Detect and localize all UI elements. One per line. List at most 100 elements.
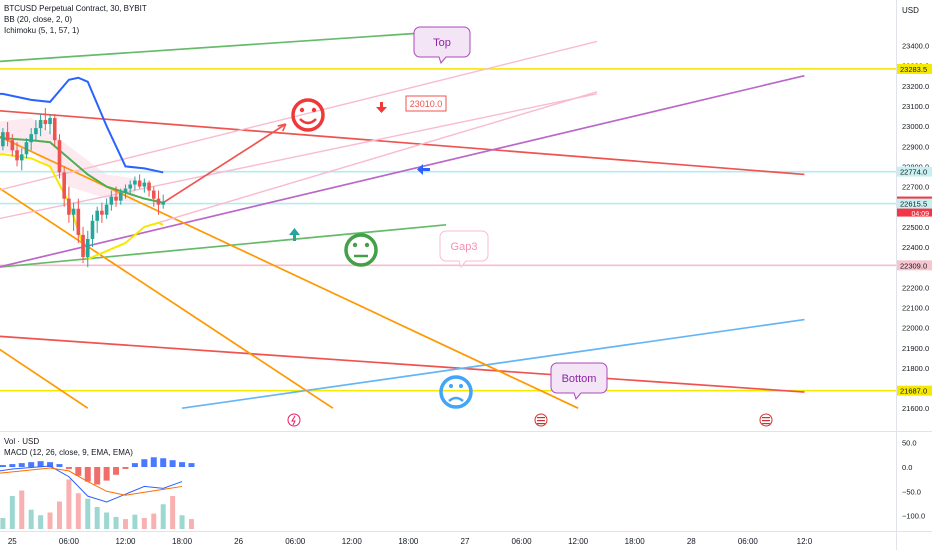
price-tick: 22900.0 bbox=[902, 142, 929, 151]
legend-ichimoku[interactable]: Ichimoku (5, 1, 57, 1) bbox=[4, 26, 80, 35]
up-arrow-icon bbox=[289, 228, 300, 241]
price-tick: 21900.0 bbox=[902, 344, 929, 353]
macd-pane[interactable] bbox=[0, 433, 896, 531]
time-tick: 06:00 bbox=[285, 537, 306, 546]
volume-bar bbox=[188, 519, 194, 529]
time-tick: 06:00 bbox=[738, 537, 759, 546]
price-tick: 22500.0 bbox=[902, 223, 929, 232]
purple-trend bbox=[0, 74, 805, 268]
candle-body bbox=[104, 204, 109, 215]
candles bbox=[1, 107, 165, 268]
candle-body bbox=[34, 128, 38, 135]
callout-top[interactable]: Top bbox=[413, 26, 471, 65]
time-tick: 27 bbox=[461, 537, 470, 546]
candle-body bbox=[5, 132, 10, 141]
time-tick: 06:00 bbox=[59, 537, 80, 546]
callout-gap3[interactable]: Gap3 bbox=[439, 230, 489, 269]
candle-body bbox=[71, 208, 76, 215]
green-channel-upper bbox=[0, 30, 447, 63]
candle-body bbox=[151, 190, 156, 199]
macd-bar bbox=[84, 467, 91, 482]
lower-legend: Vol · USD MACD (12, 26, close, 9, EMA, E… bbox=[4, 436, 133, 458]
orange-diag-1 bbox=[0, 187, 334, 409]
macd-bar bbox=[9, 464, 16, 467]
macd-bar bbox=[160, 458, 167, 467]
volume-bar bbox=[66, 479, 72, 529]
time-tick: 28 bbox=[687, 537, 696, 546]
volume-bar bbox=[141, 518, 147, 529]
volume-bar bbox=[104, 512, 110, 529]
time-axis[interactable]: 18:00 25 06:00 12:00 18:00 26 06:00 12:00 18:00 2… bbox=[0, 537, 813, 546]
pink-trend-2 bbox=[0, 93, 598, 220]
chart-legend: BTCUSD Perpetual Contract, 30, BYBIT BB … bbox=[4, 3, 147, 36]
volume-bar bbox=[38, 515, 44, 529]
projection-arrow bbox=[162, 123, 287, 204]
macd-histogram bbox=[0, 457, 195, 485]
down-arrow-icon bbox=[376, 102, 387, 113]
flag-us-icon[interactable] bbox=[534, 413, 548, 427]
volume-bar bbox=[47, 512, 53, 529]
time-tick: 18:00 bbox=[398, 537, 419, 546]
ichimoku-cloud bbox=[0, 118, 135, 203]
macd-bar bbox=[122, 467, 129, 469]
macd-bar bbox=[179, 462, 186, 467]
candle-body bbox=[142, 182, 147, 187]
trend-lines[interactable] bbox=[0, 30, 805, 410]
price-label-text: 22774.0 bbox=[900, 168, 927, 177]
candle-body bbox=[1, 132, 5, 147]
candle-body bbox=[48, 118, 52, 125]
macd-bar bbox=[150, 457, 157, 467]
candle-body bbox=[10, 140, 15, 151]
legend-volume[interactable]: Vol · USD bbox=[4, 437, 40, 446]
legend-symbol[interactable]: BTCUSD Perpetual Contract, 30, BYBIT bbox=[4, 4, 147, 13]
macd-bar bbox=[18, 463, 25, 467]
flag-us-icon-2[interactable] bbox=[759, 413, 773, 427]
candle-body bbox=[29, 134, 33, 143]
price-tick: 23200.0 bbox=[902, 82, 929, 91]
macd-bar bbox=[113, 467, 120, 475]
event-marker-icon[interactable] bbox=[287, 413, 301, 427]
target-price-text: 23010.0 bbox=[410, 99, 443, 109]
candle-body bbox=[43, 120, 48, 125]
price-tick: 23100.0 bbox=[902, 102, 929, 111]
volume-bar bbox=[75, 493, 81, 529]
candle-body bbox=[161, 201, 165, 205]
projection-arrow-head bbox=[277, 123, 287, 132]
main-pane[interactable] bbox=[0, 0, 896, 430]
sad-face-icon[interactable] bbox=[439, 375, 473, 409]
happy-face-icon[interactable] bbox=[291, 98, 325, 132]
candle-body bbox=[81, 234, 85, 258]
volume-bars bbox=[0, 479, 194, 529]
legend-macd[interactable]: MACD (12, 26, close, 9, EMA, EMA) bbox=[4, 448, 133, 457]
price-tick: 23000.0 bbox=[902, 122, 929, 131]
horizontal-lines[interactable] bbox=[0, 68, 896, 392]
callout-top-label: Top bbox=[433, 37, 451, 49]
blue-trend bbox=[181, 318, 805, 410]
macd-axis[interactable]: 50.0 0.0 −50.0 −100.0 bbox=[902, 439, 925, 521]
price-label-box bbox=[897, 63, 932, 74]
volume-bar bbox=[19, 490, 25, 529]
candle-body bbox=[156, 198, 161, 205]
volume-bar bbox=[151, 513, 157, 529]
countdown-label: 04:09 bbox=[911, 211, 929, 218]
pink-trend-1 bbox=[0, 40, 598, 191]
candle-body bbox=[109, 196, 114, 205]
price-tick: 21600.0 bbox=[902, 404, 929, 413]
candle-body bbox=[85, 238, 90, 258]
macd-bar bbox=[169, 460, 176, 467]
callout-bottom[interactable]: Bottom bbox=[550, 362, 608, 401]
candle-body bbox=[114, 196, 118, 201]
price-axis[interactable]: 21600.021700.021800.021900.022000.022100… bbox=[902, 42, 929, 414]
legend-bb[interactable]: BB (20, close, 2, 0) bbox=[4, 15, 73, 24]
candle-body bbox=[62, 172, 66, 199]
candle-body bbox=[128, 184, 132, 189]
time-tick: 12:0 bbox=[797, 537, 813, 546]
time-tick: 06:00 bbox=[512, 537, 533, 546]
volume-bar bbox=[85, 498, 91, 529]
target-price-label[interactable]: 23010.0 bbox=[405, 95, 447, 112]
macd-bar bbox=[188, 463, 195, 467]
neutral-face-icon[interactable] bbox=[344, 233, 378, 267]
candle-body bbox=[52, 118, 57, 141]
